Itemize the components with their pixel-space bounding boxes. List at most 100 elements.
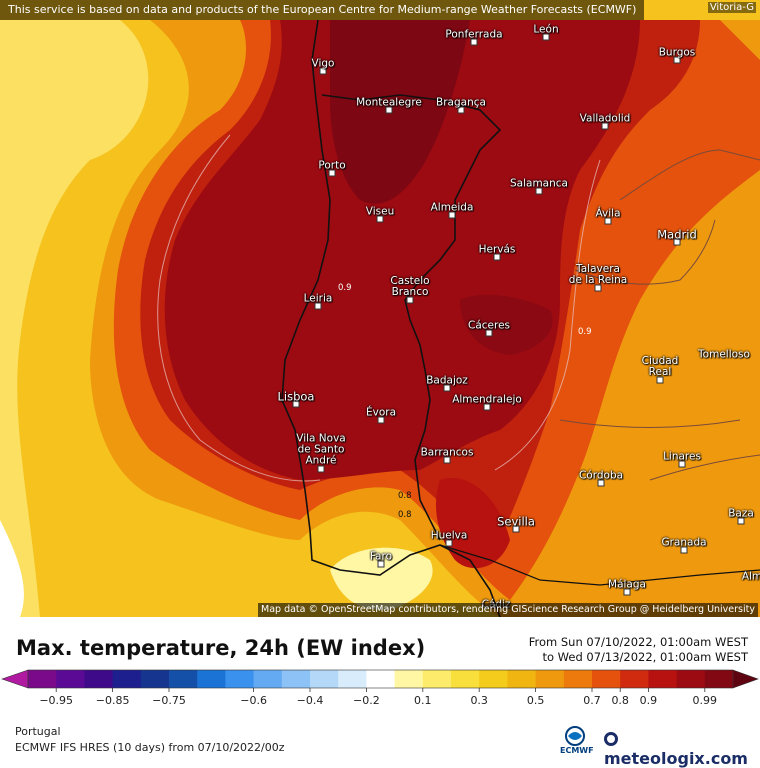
date-to: to Wed 07/13/2022, 01:00am WEST xyxy=(542,650,748,664)
city-label: Évora xyxy=(365,406,397,419)
contour-label-3: 0.8 xyxy=(398,510,412,520)
city-label: Córdoba xyxy=(578,469,624,482)
city-marker xyxy=(512,525,520,533)
legend-swatch xyxy=(676,670,706,688)
legend-swatch xyxy=(84,670,114,688)
legend-swatch xyxy=(592,670,621,688)
forecast-map[interactable]: 0.9 0.9 0.8 0.8 This service is based on… xyxy=(0,0,760,617)
city-marker xyxy=(673,238,681,246)
city-marker xyxy=(680,546,688,554)
city-marker xyxy=(314,302,322,310)
city-marker xyxy=(737,517,745,525)
legend-tick-label: 0.99 xyxy=(693,694,718,707)
city-marker xyxy=(485,329,493,337)
city-label: Granada xyxy=(661,536,707,549)
legend-swatch xyxy=(197,670,226,688)
legend-tick-label: −0.4 xyxy=(297,694,324,707)
city-marker xyxy=(443,384,451,392)
city-marker xyxy=(376,215,384,223)
portugal-spain-border xyxy=(321,94,502,541)
region-border-3 xyxy=(619,149,760,201)
city-marker xyxy=(594,284,602,292)
map-field-white-1 xyxy=(0,520,24,617)
meteologix-logo[interactable]: meteologix.com xyxy=(604,730,760,768)
legend-tick-label: −0.2 xyxy=(353,694,380,707)
contour-label-1: 0.9 xyxy=(578,327,592,337)
date-from: From Sun 07/10/2022, 01:00am WEST xyxy=(528,635,748,649)
region-label: Portugal xyxy=(15,725,61,738)
legend-arrow-low xyxy=(1,669,29,689)
region-border-2 xyxy=(559,419,741,428)
city-label: Almendralejo xyxy=(452,393,522,406)
legend-swatch xyxy=(140,670,170,688)
map-field-darkred xyxy=(164,20,640,480)
map-field-core-3 xyxy=(435,478,510,569)
legend-tick-label: 0.5 xyxy=(527,694,545,707)
legend-tick-label: 0.1 xyxy=(414,694,432,707)
city-label: León xyxy=(533,23,559,36)
legend-swatch xyxy=(253,670,283,688)
legend-swatch xyxy=(479,670,508,688)
city-label: Málaga xyxy=(608,578,646,591)
city-marker xyxy=(673,56,681,64)
city-label: Almeida xyxy=(430,201,474,214)
city-label: Talavera de la Reina xyxy=(568,263,628,286)
contour-label-2: 0.8 xyxy=(398,491,412,501)
color-legend: −0.95 −0.85 −0.75 −0.6 −0.4 −0.2 0.1 0.3 0.5 0.7 0… xyxy=(0,668,760,716)
legend-swatch xyxy=(620,670,649,688)
city-label: Ciudad Real xyxy=(641,355,679,378)
city-marker xyxy=(678,460,686,468)
city-label: Porto xyxy=(318,159,346,172)
contour-line-2 xyxy=(494,159,601,471)
city-marker xyxy=(542,33,550,41)
city-label: Baza xyxy=(728,507,754,520)
data-disclaimer: This service is based on data and produc… xyxy=(0,0,645,20)
city-marker xyxy=(385,106,393,114)
legend-swatch xyxy=(563,670,593,688)
city-label: Alm xyxy=(741,570,760,583)
city-label: Leiria xyxy=(303,292,333,305)
map-field-yellow xyxy=(0,20,149,617)
legend-tick-label: −0.95 xyxy=(39,694,73,707)
city-marker xyxy=(656,376,664,384)
legend-swatch xyxy=(394,670,424,688)
corner-city-label: Vitoria-G xyxy=(707,2,756,13)
contour-line-1 xyxy=(157,134,321,482)
city-label: Vigo xyxy=(311,57,335,70)
city-marker xyxy=(319,67,327,75)
city-label: Linares xyxy=(663,450,701,463)
legend-swatch xyxy=(281,670,311,688)
city-label: Badajoz xyxy=(426,374,468,387)
map-attribution: Map data © OpenStreetMap contributors, r… xyxy=(258,603,758,617)
city-marker xyxy=(493,253,501,261)
legend-tick-label: −0.75 xyxy=(152,694,186,707)
city-marker xyxy=(292,400,300,408)
city-marker xyxy=(377,416,385,424)
legend-tick-label: 0.9 xyxy=(640,694,658,707)
city-label: Ponferrada xyxy=(445,28,503,41)
city-label: Tomelloso xyxy=(698,348,750,361)
city-label: Sevilla xyxy=(497,514,535,529)
model-run-label: ECMWF IFS HRES (10 days) from 07/10/2022… xyxy=(15,741,285,754)
legend-swatch xyxy=(169,670,198,688)
ecmwf-logo-text: ECMWF xyxy=(560,746,594,755)
legend-swatch xyxy=(535,670,565,688)
legend-swatch xyxy=(451,670,480,688)
city-marker xyxy=(623,588,631,596)
city-label: Montealegre xyxy=(356,96,422,109)
region-border-1 xyxy=(574,219,716,285)
city-label: Salamanca xyxy=(510,177,568,190)
city-marker xyxy=(457,106,465,114)
city-label: Vila Nova de Santo André xyxy=(296,432,346,467)
legend-swatch xyxy=(366,670,396,688)
city-label: Huelva xyxy=(430,529,468,542)
city-label: Viseu xyxy=(365,205,395,218)
city-marker xyxy=(483,403,491,411)
city-label: Burgos xyxy=(658,46,696,59)
legend-swatch xyxy=(112,670,142,688)
legend-swatch xyxy=(56,670,85,688)
legend-tick-label: −0.85 xyxy=(96,694,130,707)
legend-tick-label: 0.8 xyxy=(611,694,629,707)
legend-swatch xyxy=(422,670,452,688)
page-title: Max. temperature, 24h (EW index) xyxy=(16,636,426,660)
